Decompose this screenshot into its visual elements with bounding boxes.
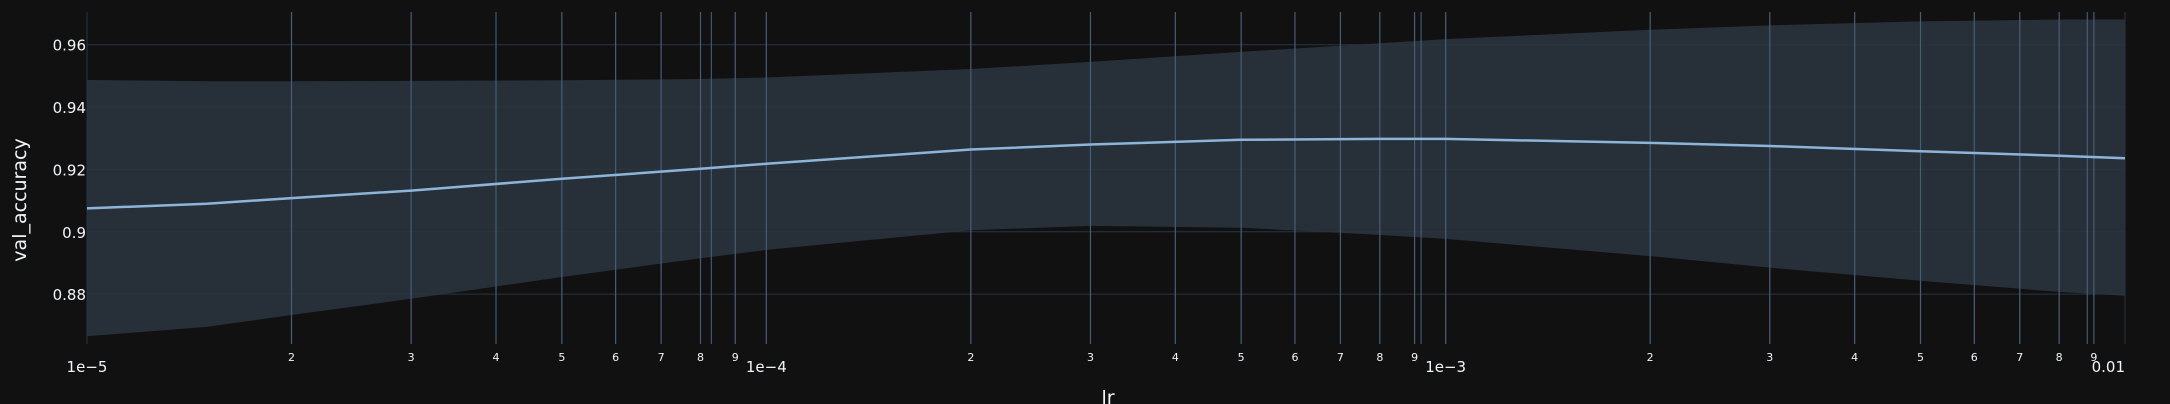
x-minor-tick-label: 9	[2090, 351, 2097, 364]
y-tick-label: 0.88	[53, 286, 86, 304]
x-axis-title: lr	[1101, 387, 1114, 404]
x-tick-labels: 2 3 4 5 6 7 8 9 2 3 4 5 6 7 8 9 2 3 4 5 6 7 8 9 1e−5 1e−4 1e−3 0.01	[67, 351, 2125, 376]
y-tick-label: 0.92	[53, 161, 86, 179]
y-tick-labels: 0.88 0.9 0.92 0.94 0.96	[53, 37, 86, 304]
x-minor-tick-label: 9	[732, 351, 739, 364]
x-minor-tick-label: 2	[967, 351, 974, 364]
x-minor-tick-label: 4	[492, 351, 499, 364]
x-minor-tick-label: 7	[1337, 351, 1344, 364]
x-minor-tick-label: 7	[658, 351, 665, 364]
x-minor-tick-label: 7	[2016, 351, 2023, 364]
y-tick-label: 0.9	[62, 224, 86, 242]
x-major-tick-label: 1e−4	[746, 358, 787, 376]
x-minor-tick-label: 3	[1766, 351, 1773, 364]
x-minor-tick-label: 3	[408, 351, 415, 364]
x-minor-tick-label: 6	[1971, 351, 1978, 364]
x-minor-tick-label: 8	[2056, 351, 2063, 364]
x-minor-tick-label: 4	[1172, 351, 1179, 364]
y-tick-label: 0.94	[53, 99, 86, 117]
x-minor-tick-label: 5	[1917, 351, 1924, 364]
x-minor-tick-label: 5	[1238, 351, 1245, 364]
x-minor-tick-label: 2	[288, 351, 295, 364]
mean-line-group	[86, 137, 2126, 210]
x-minor-tick-label: 2	[1647, 351, 1654, 364]
uncertainty-band	[87, 19, 2125, 337]
y-axis-title: val_accuracy	[9, 138, 31, 261]
x-minor-tick-label: 8	[697, 351, 704, 364]
x-minor-tick-label: 6	[1291, 351, 1298, 364]
confidence-band	[87, 19, 2125, 337]
x-minor-tick-label: 9	[1411, 351, 1418, 364]
x-minor-tick-label: 5	[558, 351, 565, 364]
x-minor-tick-label: 8	[1376, 351, 1383, 364]
x-major-tick-label: 1e−5	[67, 358, 108, 376]
x-minor-tick-label: 6	[612, 351, 619, 364]
x-minor-tick-label: 3	[1087, 351, 1094, 364]
y-tick-label: 0.96	[53, 37, 86, 55]
x-major-tick-label: 0.01	[2092, 358, 2125, 376]
mean-line	[86, 137, 2126, 210]
x-major-tick-label: 1e−3	[1425, 358, 1466, 376]
x-minor-tick-label: 4	[1851, 351, 1858, 364]
sample-lines	[290, 12, 2095, 344]
